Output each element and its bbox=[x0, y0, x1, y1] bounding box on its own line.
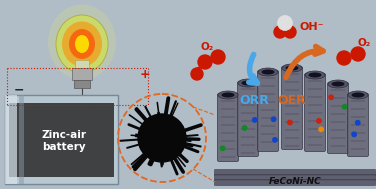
Text: −: − bbox=[14, 84, 24, 97]
FancyBboxPatch shape bbox=[214, 174, 376, 180]
Ellipse shape bbox=[332, 81, 344, 87]
Circle shape bbox=[277, 15, 293, 30]
Circle shape bbox=[253, 118, 257, 122]
Circle shape bbox=[317, 119, 321, 123]
Circle shape bbox=[243, 126, 247, 130]
FancyBboxPatch shape bbox=[217, 94, 238, 161]
Circle shape bbox=[352, 132, 356, 136]
FancyBboxPatch shape bbox=[74, 80, 90, 88]
FancyBboxPatch shape bbox=[305, 74, 326, 152]
Circle shape bbox=[288, 120, 292, 125]
Text: OH⁻: OH⁻ bbox=[300, 22, 324, 32]
Ellipse shape bbox=[75, 35, 89, 53]
Circle shape bbox=[138, 114, 186, 162]
FancyArrowPatch shape bbox=[286, 46, 323, 77]
Text: ORR: ORR bbox=[239, 94, 269, 106]
FancyBboxPatch shape bbox=[214, 180, 376, 185]
FancyBboxPatch shape bbox=[9, 103, 114, 177]
Ellipse shape bbox=[285, 66, 299, 70]
Ellipse shape bbox=[305, 71, 325, 79]
FancyBboxPatch shape bbox=[282, 67, 303, 149]
Ellipse shape bbox=[218, 91, 238, 99]
Ellipse shape bbox=[261, 70, 274, 74]
Circle shape bbox=[351, 47, 365, 61]
Text: Zinc-air
battery: Zinc-air battery bbox=[41, 130, 86, 152]
Ellipse shape bbox=[348, 91, 368, 99]
Ellipse shape bbox=[48, 5, 116, 80]
FancyBboxPatch shape bbox=[5, 95, 17, 184]
Circle shape bbox=[220, 146, 225, 150]
Ellipse shape bbox=[62, 22, 102, 67]
Circle shape bbox=[271, 117, 276, 122]
FancyBboxPatch shape bbox=[5, 95, 118, 184]
FancyBboxPatch shape bbox=[258, 70, 279, 152]
Circle shape bbox=[274, 26, 286, 38]
Text: O₂: O₂ bbox=[357, 38, 371, 48]
Circle shape bbox=[273, 138, 277, 142]
Ellipse shape bbox=[258, 68, 278, 76]
Text: OER: OER bbox=[277, 94, 306, 106]
Circle shape bbox=[329, 95, 334, 99]
Ellipse shape bbox=[238, 79, 258, 87]
Ellipse shape bbox=[352, 92, 364, 98]
Circle shape bbox=[284, 26, 296, 38]
Ellipse shape bbox=[221, 92, 235, 98]
Text: +: + bbox=[140, 68, 150, 81]
Text: FeCoNi-NC: FeCoNi-NC bbox=[268, 177, 321, 187]
Ellipse shape bbox=[308, 73, 321, 77]
Circle shape bbox=[319, 127, 323, 132]
FancyBboxPatch shape bbox=[214, 170, 376, 176]
FancyBboxPatch shape bbox=[238, 81, 259, 156]
Circle shape bbox=[191, 68, 203, 80]
FancyBboxPatch shape bbox=[19, 95, 24, 184]
Circle shape bbox=[211, 50, 225, 64]
FancyBboxPatch shape bbox=[75, 60, 89, 72]
Circle shape bbox=[198, 55, 212, 69]
FancyBboxPatch shape bbox=[347, 94, 368, 156]
Circle shape bbox=[356, 121, 360, 125]
Ellipse shape bbox=[241, 81, 255, 85]
Ellipse shape bbox=[282, 64, 302, 72]
FancyArrowPatch shape bbox=[249, 54, 258, 83]
Ellipse shape bbox=[69, 29, 95, 59]
FancyBboxPatch shape bbox=[72, 68, 92, 80]
Circle shape bbox=[337, 51, 351, 65]
Circle shape bbox=[343, 105, 347, 109]
Ellipse shape bbox=[328, 80, 348, 88]
FancyBboxPatch shape bbox=[327, 83, 349, 153]
Text: O₂: O₂ bbox=[200, 42, 214, 52]
Ellipse shape bbox=[56, 15, 108, 73]
